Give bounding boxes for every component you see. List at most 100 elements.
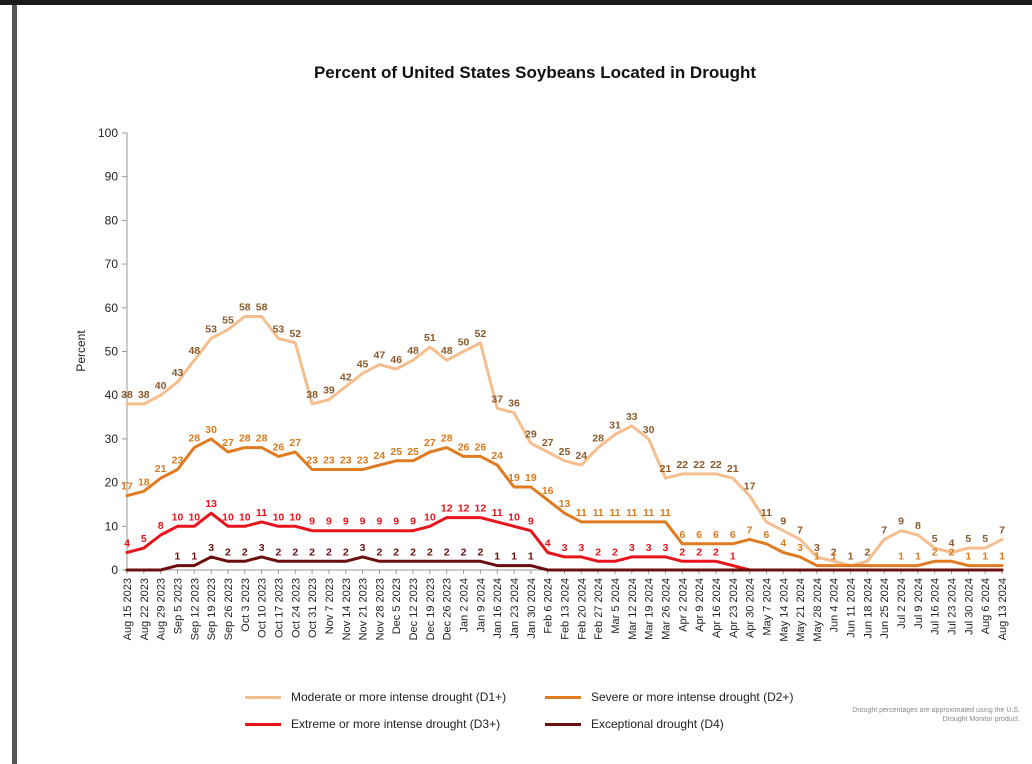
data-label-d1: 3 [814,542,820,554]
y-tick-label: 90 [105,170,119,184]
data-label-d1: 40 [155,380,167,392]
data-label-d2: 6 [764,529,770,541]
data-label-d1: 4 [949,538,955,550]
data-label-d4: 2 [276,546,282,558]
y-axis-label: Percent [74,330,88,372]
data-label-d2: 26 [273,441,285,453]
data-label-d3: 10 [222,511,234,523]
data-label-d1: 30 [643,424,655,436]
x-tick-label: Oct 17 2023 [273,578,285,638]
data-label-d2: 2 [932,546,938,558]
data-label-d2: 19 [525,472,537,484]
data-label-d2: 23 [340,454,352,466]
data-label-d1: 48 [188,345,200,357]
data-label-d2: 4 [780,538,786,550]
x-tick-label: May 21 2024 [795,578,807,642]
data-label-d2: 26 [475,441,487,453]
x-tick-label: Mar 12 2024 [627,578,639,640]
data-label-d3: 9 [376,516,382,528]
x-tick-label: Oct 24 2023 [290,578,302,638]
data-label-d3: 3 [562,542,568,554]
data-label-d1: 1 [848,551,854,563]
x-tick-label: Apr 23 2024 [728,578,740,638]
data-label-d3: 3 [629,542,635,554]
data-label-d1: 48 [441,345,453,357]
x-tick-label: Aug 6 2024 [980,578,992,634]
data-label-d3: 2 [713,546,719,558]
data-label-d3: 11 [256,507,267,519]
data-label-d2: 2 [949,546,955,558]
data-label-d1: 8 [915,520,921,532]
data-label-d4: 2 [410,546,416,558]
data-label-d4: 2 [376,546,382,558]
data-label-d1: 9 [780,516,786,528]
data-label-d3: 8 [158,520,164,532]
data-label-d2: 1 [965,551,971,563]
data-label-d2: 16 [542,485,554,497]
x-tick-label: Aug 13 2024 [997,578,1009,640]
x-tick-label: Jan 23 2024 [509,578,521,639]
data-label-d3: 11 [492,507,503,519]
x-tick-label: Feb 6 2024 [543,578,555,634]
data-label-d1: 5 [932,533,938,545]
x-tick-label: Mar 19 2024 [644,578,656,640]
data-label-d2: 18 [138,476,150,488]
data-label-d1: 58 [256,302,268,314]
legend-label-d1: Moderate or more intense drought (D1+) [291,690,507,704]
data-label-d3: 10 [289,511,301,523]
data-label-d1: 53 [273,323,285,335]
data-label-d1: 11 [761,507,772,519]
y-tick-label: 30 [105,432,119,446]
left-border [12,5,17,764]
data-label-d3: 12 [458,503,470,515]
x-tick-label: Apr 9 2024 [694,578,706,632]
y-tick-label: 70 [105,257,119,271]
legend-item-d2: Severe or more intense drought (D2+) [545,690,793,704]
y-tick-label: 100 [98,126,118,140]
series-line-d4 [125,555,1004,572]
legend-label-d4: Exceptional drought (D4) [591,717,724,731]
data-label-d3: 4 [545,538,551,550]
data-label-d3: 2 [595,546,601,558]
data-label-d1: 36 [508,398,520,410]
data-label-d4: 1 [494,551,500,563]
data-label-d4: 1 [175,551,181,563]
data-label-d3: 10 [188,511,200,523]
data-label-d1: 42 [340,371,352,383]
y-tick-label: 50 [105,345,119,359]
data-label-d3: 10 [424,511,436,523]
x-tick-label: Jul 2 2024 [896,578,908,629]
data-label-d2: 11 [609,507,620,519]
data-label-d4: 2 [292,546,298,558]
data-label-d1: 25 [559,446,571,458]
x-tick-label: Jan 30 2024 [526,578,538,639]
x-tick-label: Dec 19 2023 [425,578,437,640]
x-tick-label: Oct 10 2023 [257,578,269,638]
x-tick-label: Sep 12 2023 [189,578,201,640]
data-label-d3: 12 [475,503,487,515]
x-tick-label: May 7 2024 [761,578,773,635]
data-label-d3: 9 [360,516,366,528]
data-label-d2: 1 [999,551,1005,563]
x-tick-label: Mar 26 2024 [660,578,672,640]
data-label-d2: 24 [374,450,386,462]
data-label-d1: 29 [525,428,537,440]
data-label-d3: 4 [124,538,130,550]
data-label-d3: 5 [141,533,147,545]
data-label-d1: 24 [575,450,587,462]
data-label-d1: 38 [138,389,150,401]
top-border [0,0,1032,5]
data-label-d2: 21 [155,463,167,475]
x-tick-label: Apr 30 2024 [745,578,757,638]
x-tick-label: Jun 25 2024 [879,578,891,639]
data-label-d2: 17 [121,481,133,493]
data-label-d2: 7 [747,524,753,536]
data-label-d3: 9 [410,516,416,528]
x-tick-label: Nov 7 2023 [324,578,336,634]
data-label-d1: 5 [982,533,988,545]
chart-title: Percent of United States Soybeans Locate… [313,63,757,82]
data-label-d4: 1 [191,551,197,563]
data-label-d2: 1 [982,551,988,563]
data-label-d4: 2 [309,546,315,558]
data-label-d1: 48 [407,345,419,357]
